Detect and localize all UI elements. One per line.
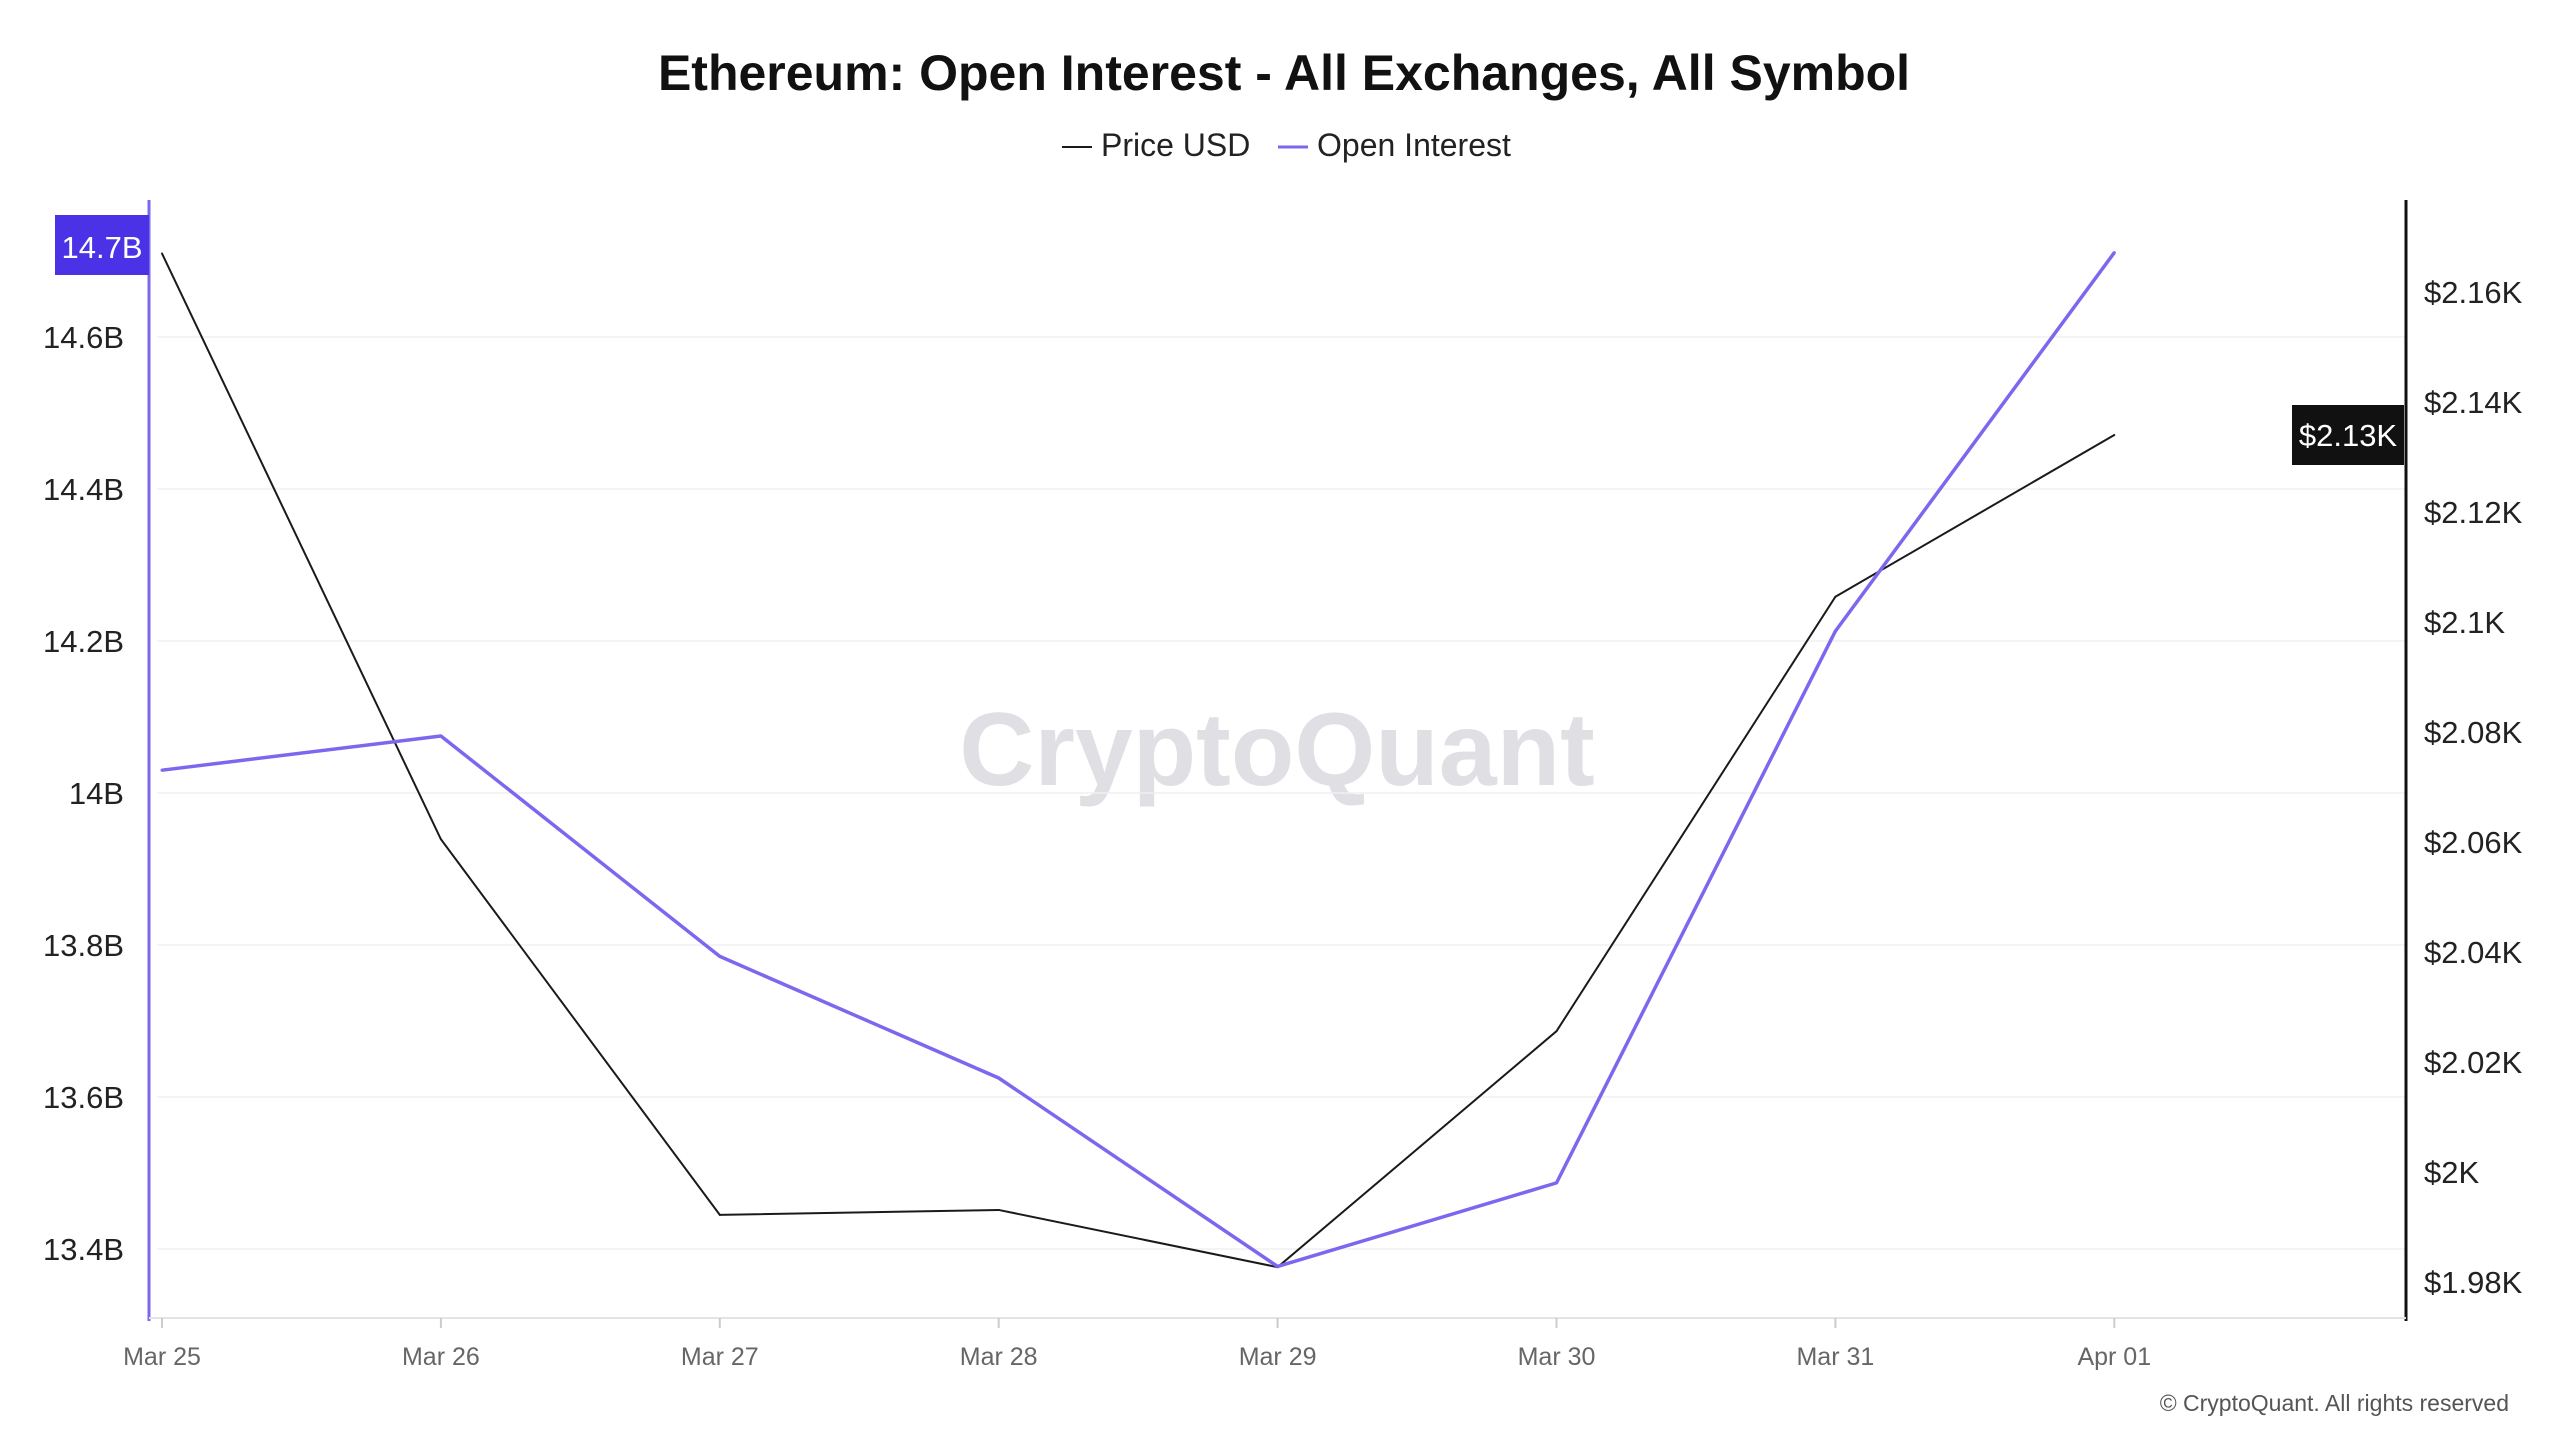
- price-point: [161, 252, 163, 255]
- open-interest-point: [1833, 629, 1837, 633]
- right-tick-label: $2K: [2424, 1155, 2479, 1190]
- right-tick-label: $1.98K: [2424, 1265, 2523, 1300]
- open-interest-point: [160, 768, 164, 772]
- x-tick-label: Mar 26: [402, 1343, 480, 1371]
- chart-title: Ethereum: Open Interest - All Exchanges,…: [658, 45, 1910, 101]
- right-tick-label: $2.02K: [2424, 1045, 2523, 1080]
- right-tick-label: $2.12K: [2424, 495, 2523, 530]
- watermark: CryptoQuant: [959, 692, 1595, 808]
- open-interest-point: [718, 954, 722, 958]
- price-point: [997, 1208, 1000, 1211]
- price-point: [1834, 595, 1837, 598]
- left-tick-label: 14B: [69, 776, 124, 811]
- price-usd-line: [161, 253, 2115, 1269]
- open-interest-point: [1555, 1181, 1558, 1185]
- x-tick-label: Mar 31: [1796, 1343, 1874, 1371]
- right-tick-label: $2.06K: [2424, 825, 2523, 860]
- x-tick-label: Mar 29: [1239, 1343, 1317, 1371]
- copyright: © CryptoQuant. All rights reserved: [2160, 1390, 2509, 1416]
- open-interest-point: [1276, 1264, 1280, 1268]
- left-tick-label: 13.8B: [43, 928, 124, 963]
- current-price-badge: [2292, 405, 2404, 465]
- left-tick-label: 13.6B: [43, 1080, 124, 1115]
- left-tick-label: 13.4B: [43, 1232, 124, 1267]
- right-tick-label: $2.14K: [2424, 385, 2523, 420]
- legend: Price USD Open Interest: [1062, 127, 1511, 163]
- right-tick-label: $2.16K: [2424, 275, 2523, 310]
- open-interest-point: [2112, 251, 2116, 255]
- price-point: [718, 1213, 721, 1216]
- x-tick-label: Mar 28: [960, 1343, 1038, 1371]
- current-price-label: $2.13K: [2299, 418, 2398, 453]
- x-tick-label: Mar 30: [1518, 1343, 1596, 1371]
- price-point: [1555, 1030, 1558, 1033]
- price-point: [439, 838, 442, 841]
- current-oi-badge: [55, 215, 149, 275]
- x-tick-label: Apr 01: [2077, 1343, 2151, 1371]
- open-interest-line: [161, 251, 2116, 1269]
- price-point: [2113, 434, 2116, 436]
- legend-price-label: Price USD: [1101, 127, 1250, 163]
- left-tick-label: 14.4B: [43, 472, 124, 507]
- open-interest-point: [997, 1076, 1001, 1080]
- current-oi-label: 14.7B: [61, 230, 142, 265]
- right-tick-label: $2.1K: [2424, 605, 2505, 640]
- x-tick-label: Mar 25: [123, 1343, 201, 1371]
- right-tick-label: $2.08K: [2424, 715, 2523, 750]
- right-tick-label: $2.04K: [2424, 935, 2523, 970]
- open-interest-point: [439, 734, 443, 738]
- x-tick-label: Mar 27: [681, 1343, 759, 1371]
- left-tick-label: 14.6B: [43, 320, 124, 355]
- left-tick-label: 14.2B: [43, 624, 124, 659]
- legend-oi-label: Open Interest: [1317, 127, 1511, 163]
